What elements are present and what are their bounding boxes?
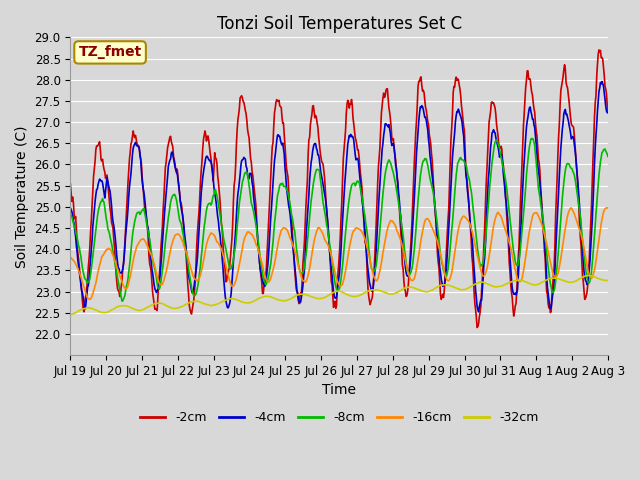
Legend: -2cm, -4cm, -8cm, -16cm, -32cm: -2cm, -4cm, -8cm, -16cm, -32cm [135,406,543,429]
Y-axis label: Soil Temperature (C): Soil Temperature (C) [15,125,29,267]
Title: Tonzi Soil Temperatures Set C: Tonzi Soil Temperatures Set C [216,15,461,33]
X-axis label: Time: Time [322,384,356,397]
Text: TZ_fmet: TZ_fmet [79,46,141,60]
